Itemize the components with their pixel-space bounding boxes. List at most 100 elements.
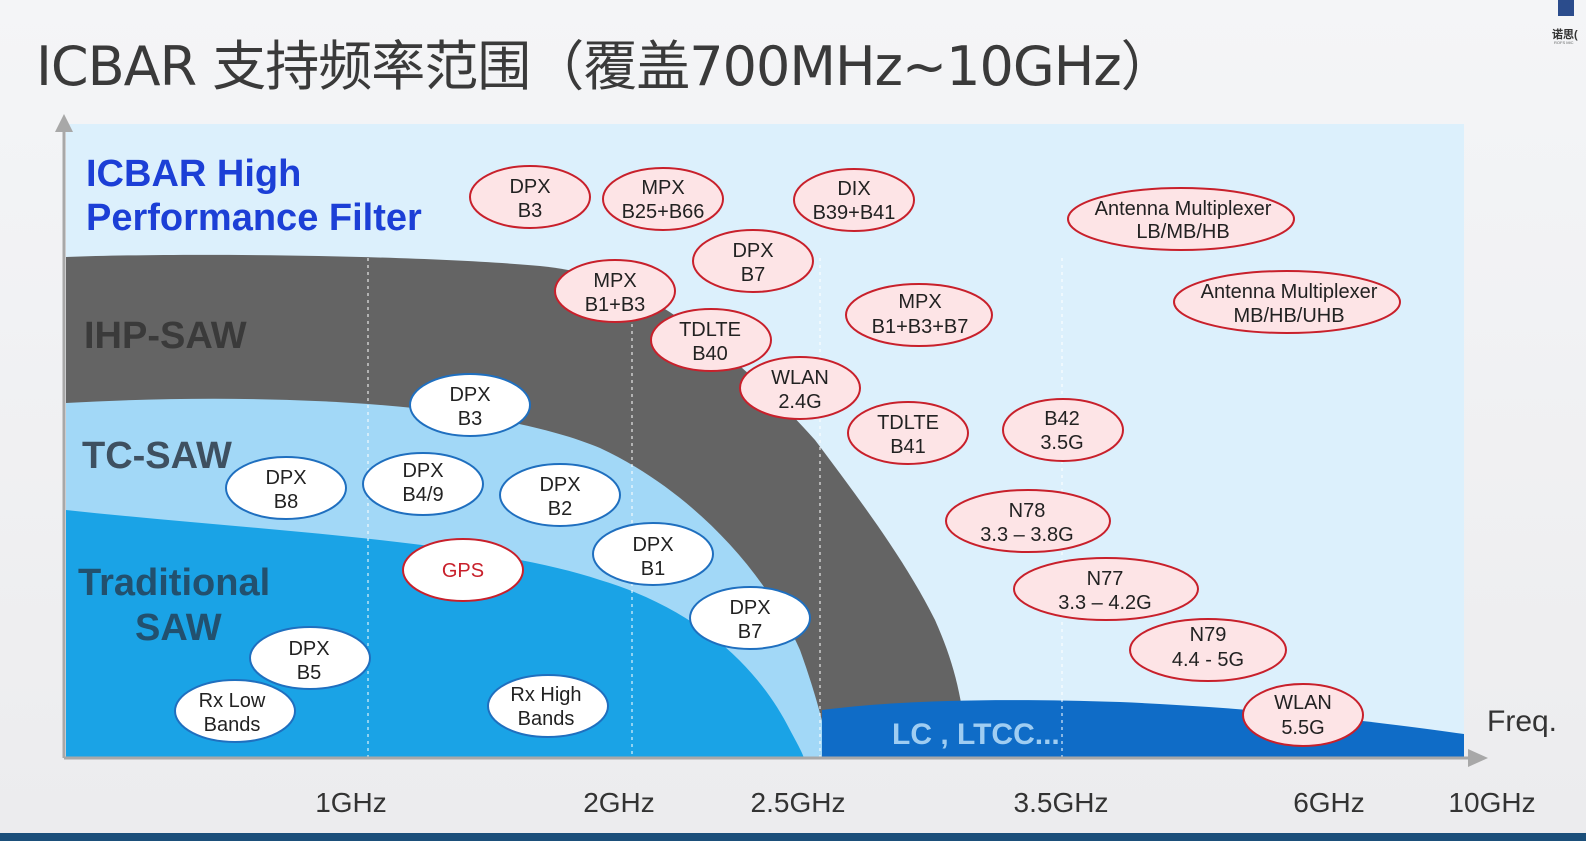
bubble-ellipse	[1242, 683, 1364, 747]
bubble-ellipse	[650, 308, 772, 372]
y-axis-arrow-icon	[55, 114, 73, 132]
bubble-ellipse	[845, 283, 993, 347]
bubble-label-line1: MPX	[641, 177, 684, 199]
bubble-label-line1: WLAN	[771, 367, 829, 389]
bubble-label-line2: 2.4G	[778, 391, 821, 413]
bubble-ellipse	[499, 463, 621, 527]
bubble-label-line2: Bands	[518, 708, 575, 730]
bubble-label-line2: 3.3 – 4.2G	[1058, 592, 1151, 614]
bubble-label-line1: N79	[1190, 624, 1227, 646]
bubble-ellipse	[409, 373, 531, 437]
bubble-label-line1: DPX	[449, 384, 490, 406]
bubble-ellipse	[249, 626, 371, 690]
region-label-traditional: Traditional	[78, 562, 270, 604]
slide-title: ICBAR 支持频率范围（覆盖700MHz~10GHz）	[36, 35, 1175, 98]
bubble-label-line2: B3	[518, 200, 542, 222]
bubble-ellipse	[692, 229, 814, 293]
bubble-mpx-b1-b3-b7: MPX B1+B3+B7	[845, 283, 993, 347]
bubble-label-line2: B5	[297, 662, 321, 684]
bubble-label-line1: DPX	[732, 240, 773, 262]
tick-label-6ghz: 6GHz	[1293, 787, 1365, 818]
region-label-ihp-saw: IHP-SAW	[84, 315, 247, 357]
bubble-label-line2: B1	[641, 558, 665, 580]
bubble-ellipse	[1173, 270, 1401, 334]
bubble-ellipse	[602, 167, 724, 231]
x-axis-arrow-icon	[1468, 749, 1488, 767]
bubble-label-line2: B25+B66	[622, 201, 705, 223]
bubble-label-line1: N77	[1087, 568, 1124, 590]
bubble-ellipse	[1067, 187, 1295, 251]
bubble-label-line1: Rx Low	[199, 690, 266, 712]
bubble-ellipse	[847, 401, 969, 465]
bubble-label-line2: 3.5G	[1040, 432, 1083, 454]
tick-label-3-5ghz: 3.5GHz	[1014, 787, 1109, 818]
bubble-label-line1: DPX	[402, 460, 443, 482]
bubble-label-line1: DPX	[288, 638, 329, 660]
bubble-ellipse	[592, 522, 714, 586]
logo-mark-icon	[1558, 0, 1574, 16]
bubble-ellipse	[739, 356, 861, 420]
tick-label-2ghz: 2GHz	[583, 787, 655, 818]
bubble-ellipse	[793, 168, 915, 232]
bubble-ellipse	[362, 452, 484, 516]
bubble-label-line2: B2	[548, 498, 572, 520]
company-logo: 诺思( ROFS MIC	[1552, 0, 1586, 50]
bubble-ellipse	[469, 165, 591, 229]
logo-subtext: ROFS MIC	[1554, 40, 1574, 45]
bubble-label-line1: DPX	[632, 534, 673, 556]
bubble-label-line1: B42	[1044, 408, 1080, 430]
tick-label-10ghz: 10GHz	[1448, 787, 1535, 818]
bubble-label-line2: Bands	[204, 714, 261, 736]
bubble-label-line2: B1+B3	[585, 294, 646, 316]
bubble-label-line2: 3.3 – 3.8G	[980, 524, 1073, 546]
region-label-traditional-2: SAW	[135, 607, 222, 649]
bubble-label-line1: DPX	[729, 597, 770, 619]
bubble-label-line1: MPX	[898, 291, 941, 313]
bubble-ellipse	[402, 538, 524, 602]
bubble-n79: N79 4.4 - 5G	[1129, 618, 1287, 682]
bubble-ellipse	[225, 456, 347, 520]
bubble-label-line2: B7	[741, 264, 765, 286]
bubble-ellipse	[1002, 398, 1124, 462]
tick-label-2-5ghz: 2.5GHz	[751, 787, 846, 818]
bubble-label-line2: B4/9	[402, 484, 443, 506]
bubble-ellipse	[1013, 557, 1199, 621]
bottom-bar	[0, 833, 1586, 841]
bubble-label-line2: MB/HB/UHB	[1233, 305, 1344, 327]
bubble-label-line1: DIX	[837, 178, 870, 200]
bubble-label-line1: TDLTE	[877, 412, 939, 434]
tick-label-1ghz: 1GHz	[315, 787, 387, 818]
bubble-label-line2: B41	[890, 436, 926, 458]
region-label-lc-ltcc: LC , LTCC...	[892, 718, 1060, 751]
bubble-label-line1: N78	[1009, 500, 1046, 522]
bubble-ellipse	[487, 674, 609, 738]
bubble-label-line1: DPX	[265, 467, 306, 489]
bubble-label-line1: Rx High	[510, 684, 581, 706]
bubble-ellipse	[945, 489, 1111, 553]
bubble-label-line2: B39+B41	[813, 202, 896, 224]
bubble-label-line1: MPX	[593, 270, 636, 292]
bubble-label-line1: DPX	[509, 176, 550, 198]
bubble-wlan-5-5g: WLAN 5.5G	[1242, 683, 1364, 747]
bubble-ellipse	[554, 259, 676, 323]
